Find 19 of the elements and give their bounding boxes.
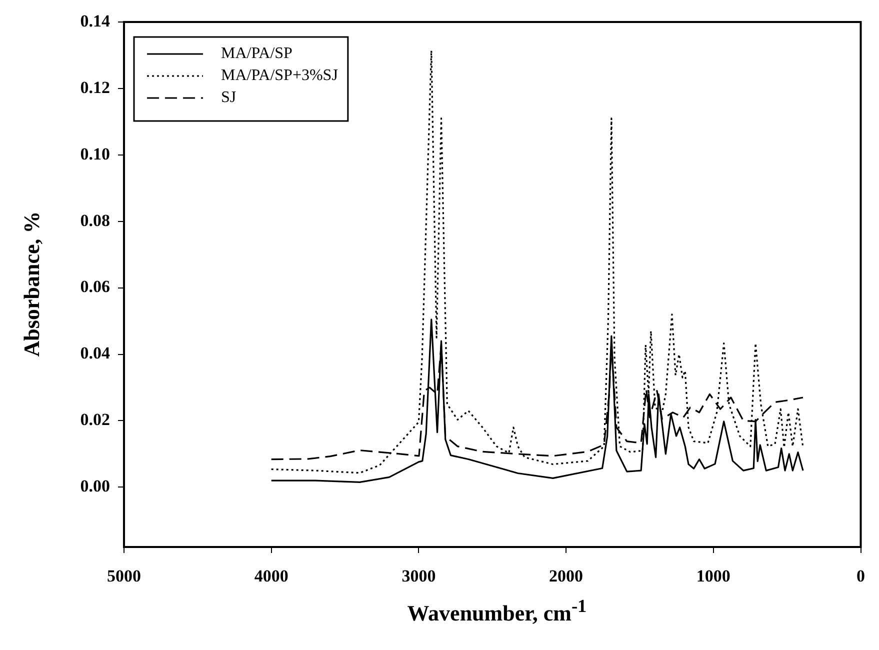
x-tick-label: 3000 [402, 566, 436, 586]
y-tick-label: 0.12 [80, 78, 110, 97]
x-tick-label: 5000 [107, 566, 141, 586]
y-axis-title: Absorbance, % [19, 211, 45, 357]
y-tick-label: 0.06 [80, 277, 110, 296]
y-tick-label: 0.00 [80, 476, 110, 496]
x-tick-label: 4000 [254, 566, 288, 586]
y-tick-label: 0.04 [80, 344, 110, 363]
y-tick-label: 0.08 [80, 210, 110, 230]
y-tick-label: 0.14 [80, 11, 110, 30]
legend-label: MA/PA/SP [221, 45, 293, 62]
x-axis-title: Wavenumber, cm$^{-1}$ [406, 596, 588, 626]
y-tick-label: 0.02 [80, 410, 110, 430]
x-tick-label: 2000 [549, 566, 584, 586]
x-tick-label: 1000 [696, 566, 730, 586]
legend-label: MA/PA/SP+3%SJ [221, 67, 338, 84]
legend-label: SJ [221, 89, 236, 106]
x-tick-label: 0 [856, 566, 865, 586]
y-tick-label: 0.10 [80, 144, 110, 164]
